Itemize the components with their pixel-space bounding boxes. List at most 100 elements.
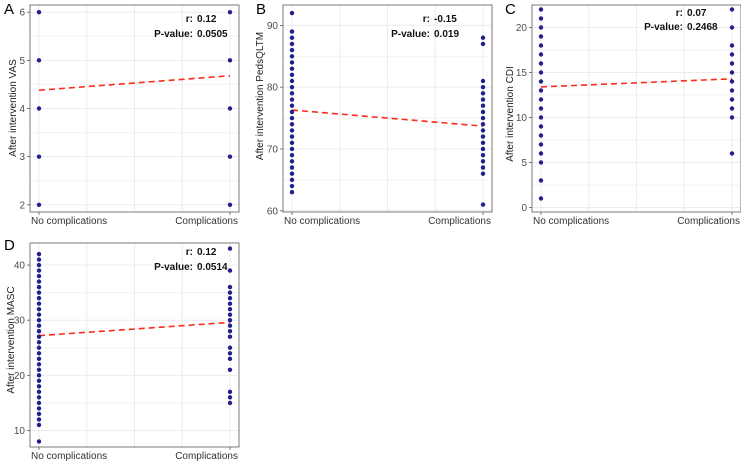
- y-axis-label: After intervention MASC: [6, 286, 17, 393]
- data-point: [480, 41, 486, 47]
- data-point: [227, 400, 233, 406]
- data-point: [36, 439, 42, 444]
- data-point: [538, 97, 544, 102]
- data-point: [538, 106, 544, 111]
- y-tick-label: 90: [267, 21, 279, 32]
- x-tick-label: No complications: [31, 451, 107, 462]
- data-point: [289, 10, 295, 16]
- y-axis-label: After intervention PedsQLTM: [255, 32, 266, 160]
- x-tick-label: Complications: [175, 451, 238, 462]
- panel-letter-b: B: [256, 1, 266, 18]
- regression-trend-line: [291, 109, 484, 127]
- data-point: [480, 84, 486, 90]
- y-tick-label: 80: [267, 83, 279, 94]
- data-point: [729, 7, 735, 12]
- y-tick-label: 30: [14, 316, 26, 327]
- x-tick-label: No complications: [533, 216, 609, 227]
- data-point: [289, 140, 295, 145]
- x-tick-label: Complications: [428, 216, 491, 227]
- data-point: [538, 133, 544, 138]
- data-point: [480, 78, 486, 84]
- data-point: [480, 159, 486, 164]
- data-point: [227, 329, 233, 334]
- data-point: [36, 356, 42, 361]
- data-point: [36, 378, 42, 384]
- p-label: P-value:: [154, 262, 193, 273]
- r-value: -0.15: [434, 14, 457, 25]
- data-point: [227, 356, 233, 361]
- panel-a: 2 3 4 5 6 No complications Complications A Aft…: [4, 1, 240, 227]
- data-point: [289, 97, 295, 102]
- data-point: [289, 29, 295, 34]
- data-point: [289, 122, 295, 127]
- data-point: [480, 91, 486, 96]
- r-value: 0.07: [687, 8, 707, 19]
- plot-area: 10 20 30 40 No complications Complications: [14, 242, 240, 462]
- data-point: [289, 60, 295, 65]
- data-point: [289, 152, 295, 158]
- y-tick-label: 5: [19, 56, 25, 67]
- data-point: [36, 306, 42, 312]
- r-label: r:: [186, 14, 193, 25]
- y-tick-label: 3: [19, 152, 25, 163]
- data-point: [227, 389, 233, 395]
- data-point: [729, 25, 735, 30]
- y-tick-label: 20: [516, 23, 528, 34]
- data-point: [480, 140, 486, 145]
- data-point: [729, 79, 735, 84]
- data-point: [538, 196, 544, 201]
- data-point: [36, 367, 42, 373]
- data-point: [480, 35, 486, 40]
- data-point: [36, 290, 42, 295]
- data-point: [289, 72, 295, 78]
- data-point: [289, 103, 295, 108]
- data-point: [480, 171, 486, 176]
- data-point: [538, 142, 544, 147]
- y-tick-label: 6: [19, 8, 25, 19]
- y-tick-label: 40: [14, 261, 26, 272]
- p-label: P-value:: [644, 22, 683, 33]
- data-point: [36, 329, 42, 334]
- data-point: [36, 312, 42, 317]
- data-point: [36, 257, 42, 262]
- p-value: 0.019: [434, 29, 459, 40]
- y-tick-label: 20: [14, 371, 26, 382]
- data-point: [538, 79, 544, 84]
- data-point: [289, 91, 295, 96]
- data-point: [227, 290, 233, 295]
- data-point: [289, 35, 295, 40]
- data-point: [289, 134, 295, 139]
- p-value: 0.0505: [197, 29, 228, 40]
- panel-letter-a: A: [4, 1, 14, 18]
- data-point: [227, 106, 233, 111]
- data-point: [36, 384, 42, 389]
- data-point: [538, 25, 544, 30]
- p-label: P-value:: [391, 29, 430, 40]
- data-point: [538, 52, 544, 57]
- data-point: [538, 61, 544, 66]
- data-point: [538, 151, 544, 156]
- data-point: [289, 171, 295, 176]
- y-tick-label: 10: [516, 113, 528, 124]
- data-point: [227, 334, 233, 339]
- data-point: [289, 128, 295, 133]
- data-point: [227, 317, 233, 323]
- x-tick-label: Complications: [677, 216, 740, 227]
- data-point: [480, 134, 486, 139]
- data-point: [36, 373, 42, 378]
- plot-area: 2 3 4 5 6 No complications Complications: [19, 4, 240, 227]
- data-point: [289, 159, 295, 164]
- data-point: [480, 97, 486, 102]
- data-point: [538, 7, 544, 12]
- data-point: [480, 115, 486, 121]
- r-value: 0.12: [197, 14, 217, 25]
- data-point: [289, 54, 295, 59]
- data-point: [36, 262, 42, 268]
- data-point: [36, 317, 42, 323]
- data-point: [36, 323, 42, 328]
- data-point: [729, 43, 735, 48]
